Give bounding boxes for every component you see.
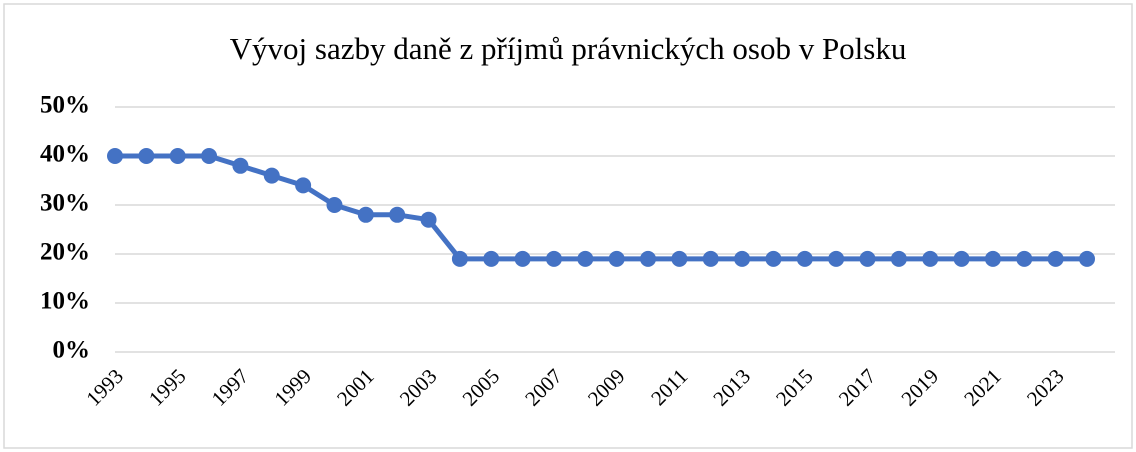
- data-point: [232, 157, 249, 174]
- data-point: [295, 177, 312, 194]
- data-point: [1079, 250, 1095, 267]
- data-point: [577, 250, 594, 267]
- data-point: [953, 250, 970, 267]
- data-point: [608, 250, 625, 267]
- data-point: [483, 250, 500, 267]
- data-point: [734, 250, 751, 267]
- y-tick-label: 0%: [53, 337, 91, 364]
- data-point: [922, 250, 939, 267]
- chart-border: [3, 3, 1133, 449]
- data-point: [671, 250, 688, 267]
- y-tick-label: 40%: [40, 141, 90, 168]
- data-point: [765, 250, 782, 267]
- data-point: [859, 250, 876, 267]
- data-point: [420, 211, 437, 228]
- chart-title: Vývoj sazby daně z příjmů právnických os…: [230, 31, 907, 66]
- data-point: [263, 167, 280, 184]
- data-point: [107, 148, 123, 164]
- data-point: [1047, 250, 1064, 267]
- data-point: [984, 250, 1001, 267]
- data-point: [702, 250, 719, 267]
- data-point: [1016, 250, 1033, 267]
- y-tick-label: 20%: [40, 239, 90, 266]
- y-tick-label: 30%: [40, 190, 90, 217]
- data-point: [357, 206, 374, 223]
- data-point: [169, 148, 186, 164]
- data-point: [389, 206, 406, 223]
- data-point: [326, 197, 343, 213]
- data-point: [514, 250, 531, 267]
- data-point: [545, 250, 562, 267]
- y-tick-label: 50%: [40, 92, 90, 119]
- data-point: [796, 250, 813, 267]
- data-point: [201, 148, 218, 164]
- y-tick-label: 10%: [40, 288, 90, 315]
- data-point: [640, 250, 657, 267]
- data-point: [828, 250, 845, 267]
- data-point: [138, 148, 155, 164]
- data-point: [451, 250, 468, 267]
- data-point: [890, 250, 907, 267]
